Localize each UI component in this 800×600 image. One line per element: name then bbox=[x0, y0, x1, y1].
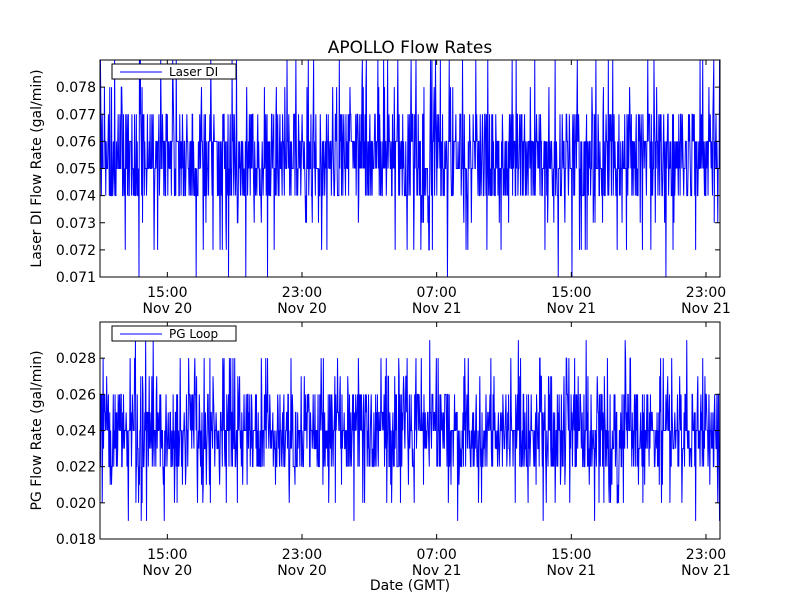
y-tick-label: 0.075 bbox=[56, 162, 96, 178]
x-tick-label-time: 07:00 bbox=[416, 285, 456, 301]
x-tick-label-time: 23:00 bbox=[282, 285, 322, 301]
y-axis-label: PG Flow Rate (gal/min) bbox=[29, 350, 45, 510]
x-tick-label-date: Nov 21 bbox=[547, 301, 597, 317]
x-tick-label-date: Nov 20 bbox=[143, 301, 193, 317]
y-tick-label: 0.026 bbox=[56, 387, 96, 403]
x-tick-label-date: Nov 20 bbox=[143, 563, 193, 579]
y-tick-label: 0.018 bbox=[56, 532, 96, 548]
y-tick-label: 0.073 bbox=[56, 216, 96, 232]
x-tick-label-time: 15:00 bbox=[551, 285, 591, 301]
series-line-pg-loop bbox=[100, 340, 720, 521]
y-axis-label: Laser DI Flow Rate (gal/min) bbox=[29, 69, 45, 267]
x-tick-label-time: 15:00 bbox=[147, 285, 187, 301]
legend: Laser DI bbox=[111, 63, 237, 80]
chart-title: APOLLO Flow Rates bbox=[328, 38, 493, 58]
x-tick-label-date: Nov 21 bbox=[412, 563, 462, 579]
x-tick-label-date: Nov 21 bbox=[681, 301, 731, 317]
x-tick-label-date: Nov 21 bbox=[412, 301, 462, 317]
legend-box bbox=[111, 325, 237, 342]
legend-label: PG Loop bbox=[169, 327, 218, 341]
x-tick-label-date: Nov 20 bbox=[277, 563, 327, 579]
x-tick-label-date: Nov 21 bbox=[681, 563, 731, 579]
y-tick-label: 0.076 bbox=[56, 134, 96, 150]
y-tick-label: 0.071 bbox=[56, 270, 96, 286]
y-tick-label: 0.024 bbox=[56, 424, 96, 440]
x-tick-label-time: 15:00 bbox=[147, 547, 187, 563]
legend-box bbox=[111, 63, 237, 80]
y-tick-label: 0.072 bbox=[56, 243, 96, 259]
x-tick-label-time: 23:00 bbox=[686, 285, 726, 301]
series-line-laser-di bbox=[100, 60, 720, 277]
y-tick-label: 0.078 bbox=[56, 80, 96, 96]
laser-di-axes: 0.071 0.072 0.073 0.074 0.075 0.076 0.077 0.078… bbox=[29, 59, 731, 317]
x-tick-label-time: 23:00 bbox=[282, 547, 322, 563]
x-tick-label-date: Nov 21 bbox=[547, 563, 597, 579]
y-tick-label: 0.077 bbox=[56, 107, 96, 123]
x-tick-label-time: 07:00 bbox=[416, 547, 456, 563]
legend-label: Laser DI bbox=[169, 65, 218, 79]
x-tick-label-date: Nov 20 bbox=[277, 301, 327, 317]
legend: PG Loop bbox=[111, 325, 237, 342]
x-axis-label: Date (GMT) bbox=[370, 578, 450, 594]
y-tick-label: 0.022 bbox=[56, 460, 96, 476]
y-tick-label: 0.074 bbox=[56, 189, 96, 205]
y-tick-label: 0.020 bbox=[56, 496, 96, 512]
y-tick-label: 0.028 bbox=[56, 351, 96, 367]
x-tick-label-time: 15:00 bbox=[551, 547, 591, 563]
x-tick-label-time: 23:00 bbox=[686, 547, 726, 563]
